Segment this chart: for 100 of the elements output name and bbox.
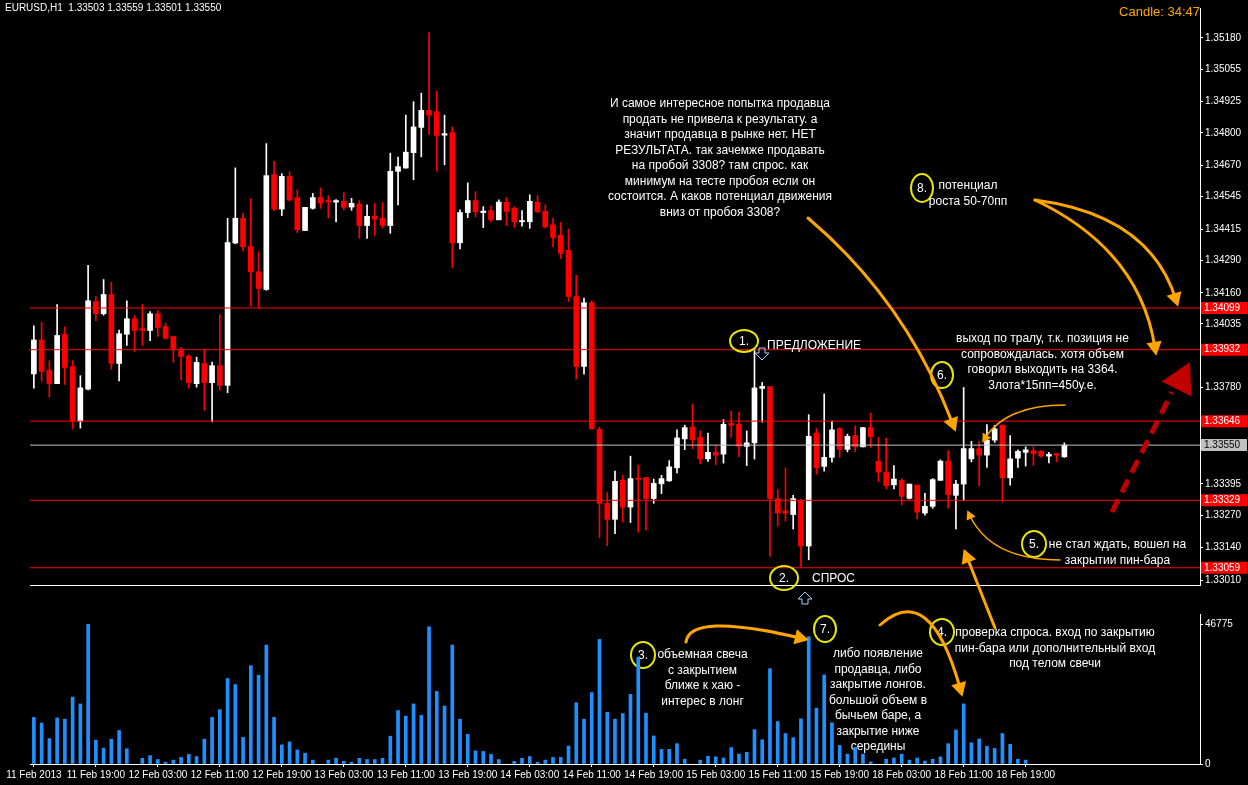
bar [837, 745, 842, 764]
annotation: СПРОС [812, 571, 856, 587]
bar [512, 760, 517, 764]
y-tick-label: 1.35180 [1205, 31, 1242, 43]
y-tick-label: 1.34415 [1205, 222, 1242, 234]
candlestick [395, 156, 401, 206]
bar [419, 714, 424, 764]
bar [32, 717, 36, 764]
bar [605, 711, 610, 764]
y-tick-label: 0 [1205, 757, 1211, 769]
bar [187, 754, 191, 764]
y-tick-label: 1.34035 [1205, 317, 1242, 329]
annotation: 7. [813, 615, 837, 643]
bar [372, 759, 377, 764]
bar [589, 692, 594, 764]
bar [613, 718, 617, 764]
annotation: 2. [769, 565, 799, 591]
bar [620, 713, 625, 764]
candlestick [333, 199, 339, 223]
bar [675, 743, 679, 764]
bar [434, 691, 439, 764]
bar [450, 644, 455, 764]
y-tick-label: 1.33780 [1205, 381, 1242, 393]
bar [954, 729, 958, 764]
x-tick-label: 15 Feb 19:00 [810, 768, 870, 780]
x-tick-label: 18 Feb 11:00 [934, 768, 994, 780]
bar [884, 758, 889, 764]
y-tick-label: 1.34800 [1205, 126, 1242, 138]
bar [489, 754, 493, 764]
bar [961, 703, 966, 764]
bar [582, 718, 586, 764]
ref-line-label: 1.33932 [1204, 343, 1241, 355]
bar [892, 757, 896, 764]
bar [636, 657, 641, 764]
bar [156, 759, 160, 764]
ref-line-label: 1.33059 [1204, 561, 1241, 573]
bar [403, 715, 408, 764]
candlestick [976, 441, 982, 487]
y-tick-label: 1.33010 [1205, 573, 1242, 585]
annotation: не стал ждать, вошел на закрытии пин-бара [1047, 537, 1188, 568]
bar [543, 759, 548, 764]
bar [760, 739, 765, 764]
y-tick-label: 1.34925 [1205, 95, 1242, 107]
bar [458, 718, 462, 764]
bar [946, 743, 951, 764]
bar [388, 735, 393, 764]
candlestick [821, 393, 828, 472]
bar [55, 717, 59, 764]
bar [218, 709, 222, 764]
annotation: выход по тралу, т.к. позиция не сопровождалась. хотя объем говорил выходить на 3364. 3лота*15пп=450у.е. [956, 331, 1129, 392]
bar [241, 737, 245, 764]
bar [737, 753, 741, 764]
bar [1008, 743, 1012, 764]
annotation: 8. [916, 181, 927, 195]
bar [574, 702, 579, 764]
annotation: либо появление продавца, либо закрытие лонгов. большой объем в бычьем баре, а закрытие ниже середины [827, 646, 929, 755]
x-tick-label: 12 Feb 19:00 [252, 768, 312, 780]
bar [667, 749, 672, 764]
bar [179, 757, 183, 764]
bar [861, 753, 865, 764]
bar [427, 626, 431, 764]
bar [644, 712, 648, 764]
bar [396, 710, 400, 764]
bar [868, 761, 873, 764]
x-tick-label: 14 Feb 11:00 [562, 768, 622, 780]
x-tick-label: 15 Feb 03:00 [686, 768, 746, 780]
bar [63, 718, 67, 764]
bar [706, 755, 710, 764]
x-tick-label: 11 Feb 19:00 [66, 768, 126, 780]
annotation: объемная свеча с закрытием ближе к хаю - интерес в лонг [657, 647, 748, 708]
x-tick-label: 11 Feb 2013 [6, 768, 63, 780]
bar [264, 644, 269, 764]
x-tick-label: 14 Feb 19:00 [624, 768, 684, 780]
annotation: ПРЕДЛОЖЕНИЕ [767, 338, 862, 354]
x-tick-label: 12 Feb 03:00 [128, 768, 188, 780]
bar [148, 755, 152, 764]
bar [365, 759, 369, 764]
bar [279, 744, 284, 764]
ref-line-label: 1.34099 [1204, 301, 1241, 313]
bar [94, 739, 98, 764]
x-tick-label: 13 Feb 11:00 [376, 768, 436, 780]
candlestick [891, 465, 897, 490]
x-tick-label: 15 Feb 11:00 [748, 768, 808, 780]
annotation: потенциал роста 50-70пп [928, 178, 1008, 208]
bar [698, 759, 703, 764]
bar [985, 746, 989, 764]
y-tick-label: 1.34670 [1205, 159, 1242, 171]
bar [520, 757, 524, 764]
bar [977, 738, 981, 764]
bar [768, 668, 772, 764]
bar [682, 758, 687, 764]
candlestick [325, 195, 332, 219]
bar [651, 735, 656, 764]
y-tick-label: 1.34290 [1205, 254, 1242, 266]
bar [125, 748, 129, 764]
candlestick [426, 32, 432, 135]
bar [822, 674, 827, 764]
candlestick [371, 203, 378, 236]
bar [915, 757, 920, 764]
x-tick-label: 13 Feb 03:00 [314, 768, 374, 780]
